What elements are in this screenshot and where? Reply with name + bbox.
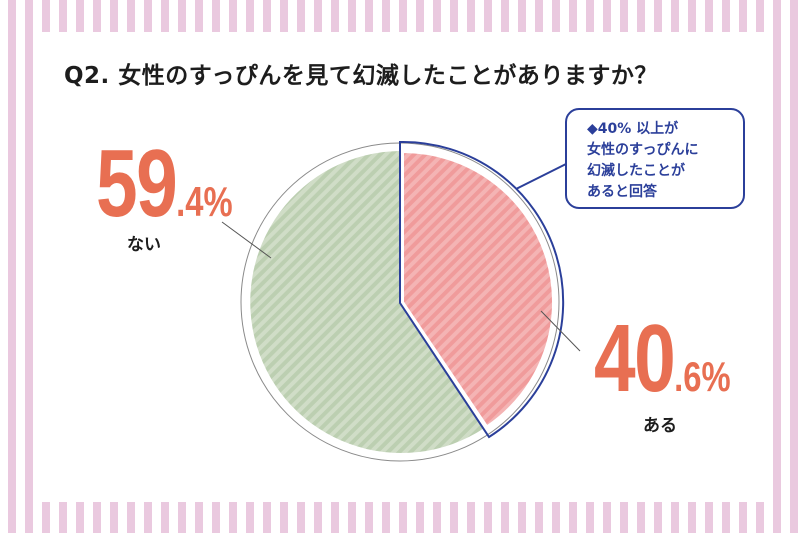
label-aru: ある: [643, 416, 677, 436]
highlight-outline: [399, 140, 565, 439]
percent-dec: .6%: [674, 353, 731, 400]
chart-title: Q2. 女性のすっぴんを見て幻滅したことがありますか？: [64, 63, 658, 89]
leader-line-aru: [540, 310, 581, 352]
callout-line: あると回答: [587, 184, 657, 200]
pie-slice-nai: [250, 151, 484, 453]
label-nai: ない: [127, 235, 161, 255]
callout-box: ◆40% 以上が 女性のすっぴんに 幻滅したことが あると回答: [565, 108, 745, 209]
callout-connector: [515, 163, 567, 190]
callout-line: 女性のすっぴんに: [587, 142, 699, 158]
percent-aru: 40.6%: [594, 311, 731, 407]
callout-line: ◆40% 以上が: [587, 121, 679, 137]
percent-nai: 59.4%: [96, 136, 233, 232]
leader-line-nai: [221, 221, 272, 259]
pie-slice-aru: [402, 150, 554, 428]
callout-line: 幻滅したことが: [587, 163, 685, 179]
percent-dec: .4%: [176, 178, 233, 225]
percent-int: 40: [594, 305, 676, 412]
percent-int: 59: [96, 130, 178, 237]
